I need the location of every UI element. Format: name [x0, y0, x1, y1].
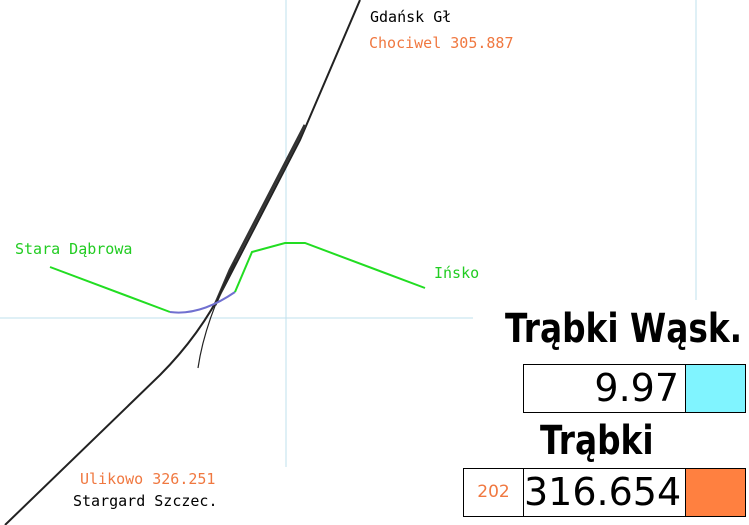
north-km-label: Chociwel 305.887	[369, 34, 514, 52]
west-station-label: Stara Dąbrowa	[15, 240, 133, 258]
branch-line-west	[49, 266, 171, 313]
station-1-value-box: 9.97	[523, 364, 686, 413]
north-station-label: Gdańsk Gł	[370, 8, 452, 26]
station-1-value: 9.97	[594, 366, 679, 410]
station-2-code: 202	[463, 468, 524, 517]
station-1-name: Trąbki Wąsk.	[505, 306, 743, 352]
branch-line-east	[234, 242, 426, 293]
siding-track	[197, 261, 236, 369]
south-km-label: Ulikowo 326.251	[80, 470, 216, 488]
branch-line-junction	[169, 291, 236, 314]
main-track	[4, 0, 361, 525]
station-2-value: 316.654	[524, 470, 682, 514]
station-2-name: Trąbki	[540, 418, 654, 464]
south-station-label: Stargard Szczec.	[73, 492, 218, 510]
station-1-color-swatch	[685, 364, 746, 413]
station-2-color-swatch	[685, 468, 746, 517]
station-2-value-box: 316.654	[523, 468, 686, 517]
east-station-label: Ińsko	[434, 264, 480, 282]
